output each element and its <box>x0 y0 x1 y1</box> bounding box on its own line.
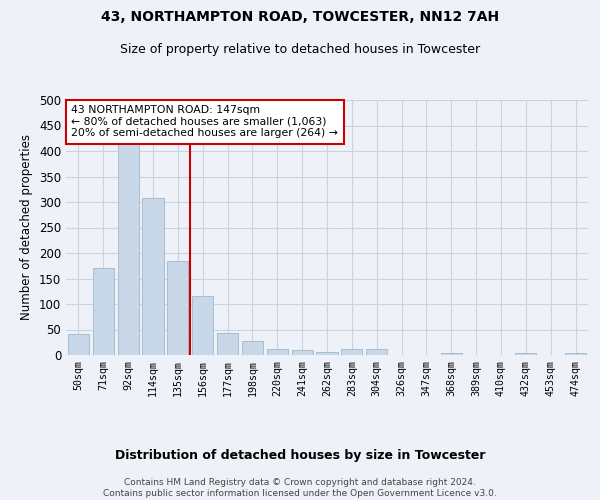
Bar <box>167 261 188 355</box>
Bar <box>192 296 213 355</box>
Y-axis label: Number of detached properties: Number of detached properties <box>20 134 34 320</box>
Bar <box>267 350 288 355</box>
Bar <box>242 340 263 355</box>
Bar <box>441 353 462 355</box>
Bar <box>292 350 313 355</box>
Bar <box>515 353 536 355</box>
Text: 43, NORTHAMPTON ROAD, TOWCESTER, NN12 7AH: 43, NORTHAMPTON ROAD, TOWCESTER, NN12 7A… <box>101 10 499 24</box>
Text: 43 NORTHAMPTON ROAD: 147sqm
← 80% of detached houses are smaller (1,063)
20% of : 43 NORTHAMPTON ROAD: 147sqm ← 80% of det… <box>71 105 338 138</box>
Bar <box>366 350 387 355</box>
Bar <box>68 334 89 355</box>
Text: Contains HM Land Registry data © Crown copyright and database right 2024.
Contai: Contains HM Land Registry data © Crown c… <box>103 478 497 498</box>
Bar <box>217 332 238 355</box>
Bar <box>341 350 362 355</box>
Bar <box>316 352 338 355</box>
Text: Size of property relative to detached houses in Towcester: Size of property relative to detached ho… <box>120 42 480 56</box>
Bar <box>93 268 114 355</box>
Text: Distribution of detached houses by size in Towcester: Distribution of detached houses by size … <box>115 450 485 462</box>
Bar <box>118 144 139 355</box>
Bar <box>565 353 586 355</box>
Bar <box>142 198 164 355</box>
